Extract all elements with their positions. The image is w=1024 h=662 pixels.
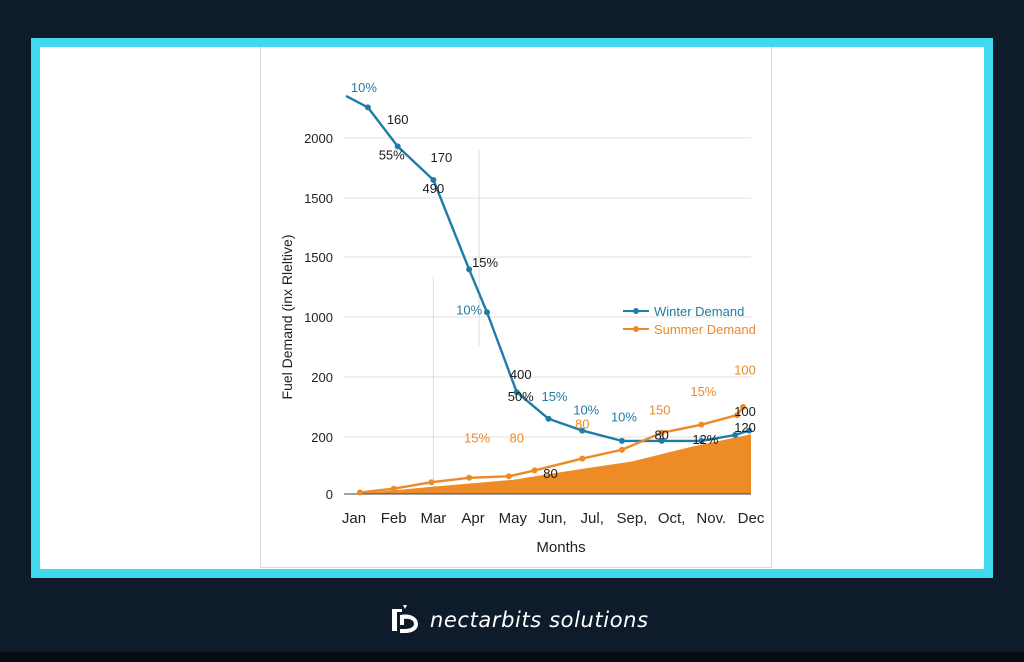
- brand: nectarbits solutions: [388, 602, 649, 638]
- winter-demand-point: [364, 104, 371, 111]
- legend: Winter Demand Summer Demand: [623, 304, 756, 337]
- frame-border: 0 200 200 1000 1500 1500 2000 Jan Feb Mar Apr May Ju…: [31, 38, 993, 578]
- winter-demand-point: [545, 415, 552, 422]
- legend-swatch-dot: [633, 326, 639, 332]
- data-label: 120: [734, 420, 756, 435]
- x-tick-label: Feb: [381, 510, 407, 527]
- data-label: 400: [510, 367, 532, 382]
- data-label: 80: [575, 416, 589, 431]
- nectarbits-logo-icon: [392, 605, 418, 633]
- data-label: 170: [430, 150, 452, 165]
- summer-demand-point: [618, 446, 625, 453]
- winter-demand-point: [746, 427, 753, 434]
- winter-demand-point: [466, 266, 473, 273]
- x-tick-label: Sep,: [616, 510, 647, 527]
- winter-demand-point: [579, 427, 586, 434]
- data-label: 490: [423, 181, 445, 196]
- brand-name: nectarbits solutions: [430, 608, 649, 632]
- legend-swatch-dot: [633, 308, 639, 314]
- summer-demand-point: [734, 412, 741, 419]
- y-tick-label: 1500: [304, 191, 333, 206]
- winter-demand-point: [658, 437, 665, 444]
- data-label: 15%: [472, 255, 498, 270]
- x-axis-title: Months: [536, 539, 585, 556]
- line-chart: 0 200 200 1000 1500 1500 2000 Jan Feb Mar Apr May Ju…: [279, 80, 765, 556]
- winter-demand-point: [483, 309, 490, 316]
- data-label: 15%: [464, 430, 490, 445]
- y-tick-label: 1000: [304, 310, 333, 325]
- y-tick-label: 2000: [304, 131, 333, 146]
- data-label: 100: [734, 363, 756, 378]
- summer-demand-point: [658, 429, 665, 436]
- x-tick-label: Jan: [342, 510, 366, 527]
- data-labels: 10% 160 55% 170 490 15% 10% 400 50% 15% 10% 10% 15% 8…: [351, 80, 756, 481]
- grid-lines: [344, 137, 751, 494]
- x-tick-label: Mar: [420, 510, 446, 527]
- summer-demand-point: [466, 474, 473, 481]
- winter-demand-point: [618, 437, 625, 444]
- summer-demand-line: [359, 406, 745, 494]
- legend-label: Winter Demand: [654, 304, 744, 319]
- summer-demand-point: [698, 421, 705, 428]
- x-tick-label: Dec: [738, 510, 765, 527]
- y-tick-label: 0: [326, 487, 333, 502]
- axes: 0 200 200 1000 1500 1500 2000 Jan Feb Mar Apr May Ju…: [279, 131, 765, 556]
- y-tick-label: 1500: [304, 250, 333, 265]
- data-label: 50%: [508, 389, 534, 404]
- x-tick-label: Nov.: [696, 510, 726, 527]
- data-label: 15%: [690, 384, 716, 399]
- summer-demand-point: [579, 455, 586, 462]
- summer-demand-point: [428, 479, 435, 486]
- x-tick-label: Oct,: [658, 510, 686, 527]
- bottom-strip: [0, 652, 1024, 662]
- data-label: 100: [734, 404, 756, 419]
- summer-area: [354, 434, 751, 494]
- y-tick-label: 200: [311, 370, 333, 385]
- winter-demand-point: [394, 143, 401, 150]
- summer-demand-point: [740, 403, 747, 410]
- legend-label: Summer Demand: [654, 322, 756, 337]
- data-label: 80: [654, 427, 668, 442]
- x-tick-label: Jul,: [581, 510, 604, 527]
- series-lines: [345, 94, 753, 496]
- data-label: 10%: [351, 80, 377, 95]
- chart-card: 0 200 200 1000 1500 1500 2000 Jan Feb Mar Apr May Ju…: [260, 47, 772, 568]
- data-label: 150: [649, 402, 671, 417]
- y-axis-title: Fuel Demand (inx Rleltive): [279, 235, 295, 400]
- data-label: 55%: [379, 148, 405, 163]
- canvas: 0 200 200 1000 1500 1500 2000 Jan Feb Mar Apr May Ju…: [40, 47, 984, 569]
- data-label: 10%: [573, 402, 599, 417]
- data-label: 80: [510, 430, 524, 445]
- y-tick-label: 200: [311, 430, 333, 445]
- summer-area-layer: [354, 434, 751, 494]
- winter-demand-point: [513, 389, 520, 396]
- data-label: 10%: [456, 303, 482, 318]
- winter-demand-point: [732, 432, 739, 438]
- data-label: 12%: [692, 432, 718, 447]
- winter-demand-line: [345, 94, 750, 443]
- summer-demand-point: [531, 467, 538, 474]
- x-tick-label: Apr: [461, 510, 484, 527]
- summer-demand-point: [390, 485, 397, 492]
- data-label: 15%: [541, 389, 567, 404]
- x-tick-label: Jun,: [538, 510, 566, 527]
- data-label: 80: [543, 466, 557, 481]
- summer-demand-point: [505, 473, 512, 480]
- data-label: 160: [387, 112, 409, 127]
- x-tick-label: May: [499, 510, 528, 527]
- winter-demand-point: [698, 437, 705, 444]
- data-label: 10%: [611, 410, 637, 425]
- summer-demand-point: [356, 489, 363, 496]
- winter-demand-point: [430, 177, 437, 183]
